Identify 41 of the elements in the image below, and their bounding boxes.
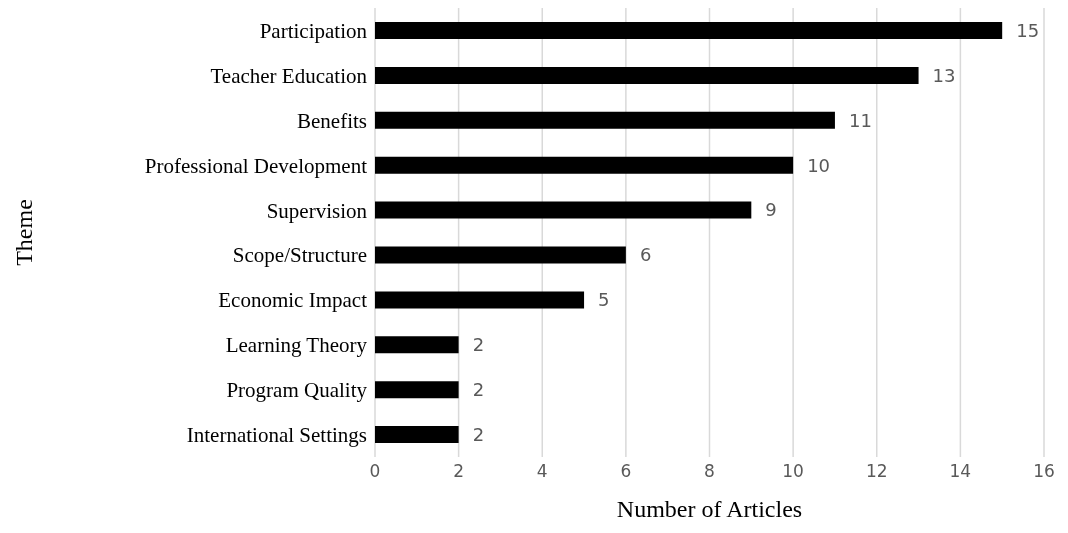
x-tick-label: 4: [536, 461, 548, 482]
data-label: 9: [765, 199, 777, 221]
x-tick-label: 12: [865, 461, 888, 482]
x-tick-label: 0: [369, 461, 381, 482]
bar: [375, 381, 459, 399]
y-tick-label: Learning Theory: [225, 333, 368, 358]
data-label: 10: [807, 154, 831, 176]
bar: [375, 111, 835, 129]
data-label: 2: [472, 334, 485, 356]
bar: [375, 22, 1003, 39]
bar: [375, 246, 626, 264]
y-tick-label: Economic Impact: [218, 288, 368, 313]
y-tick-label: Teacher Education: [210, 63, 368, 88]
x-tick-label: 8: [704, 461, 715, 482]
x-tick-label: 10: [782, 461, 804, 482]
data-label: 5: [598, 289, 610, 311]
y-tick-label: Participation: [259, 18, 368, 43]
y-tick-label: Program Quality: [226, 378, 368, 403]
bar: [375, 156, 794, 174]
bar: [375, 291, 585, 309]
y-axis-title: Theme: [10, 199, 37, 266]
data-label: 11: [848, 109, 872, 131]
y-tick-label: International Settings: [186, 423, 367, 447]
bar: [375, 66, 919, 84]
y-tick-label: Scope/Structure: [232, 243, 367, 268]
x-tick-label: 6: [620, 461, 632, 482]
y-tick-label: Professional Development: [144, 153, 368, 178]
data-label: 15: [1016, 19, 1040, 41]
data-label: 13: [932, 64, 956, 86]
data-label: 6: [639, 244, 652, 266]
y-tick-label: Benefits: [297, 108, 367, 133]
data-label: 2: [472, 379, 485, 401]
bar: [375, 336, 459, 354]
x-tick-label: 2: [453, 461, 465, 482]
bar: [375, 201, 752, 219]
x-axis-title: Number of Articles: [616, 496, 803, 522]
data-label: 2: [472, 423, 485, 445]
bar: [375, 426, 459, 444]
x-tick-label: 16: [1033, 461, 1055, 482]
y-tick-label: Supervision: [266, 198, 368, 223]
x-tick-label: 14: [949, 461, 972, 482]
